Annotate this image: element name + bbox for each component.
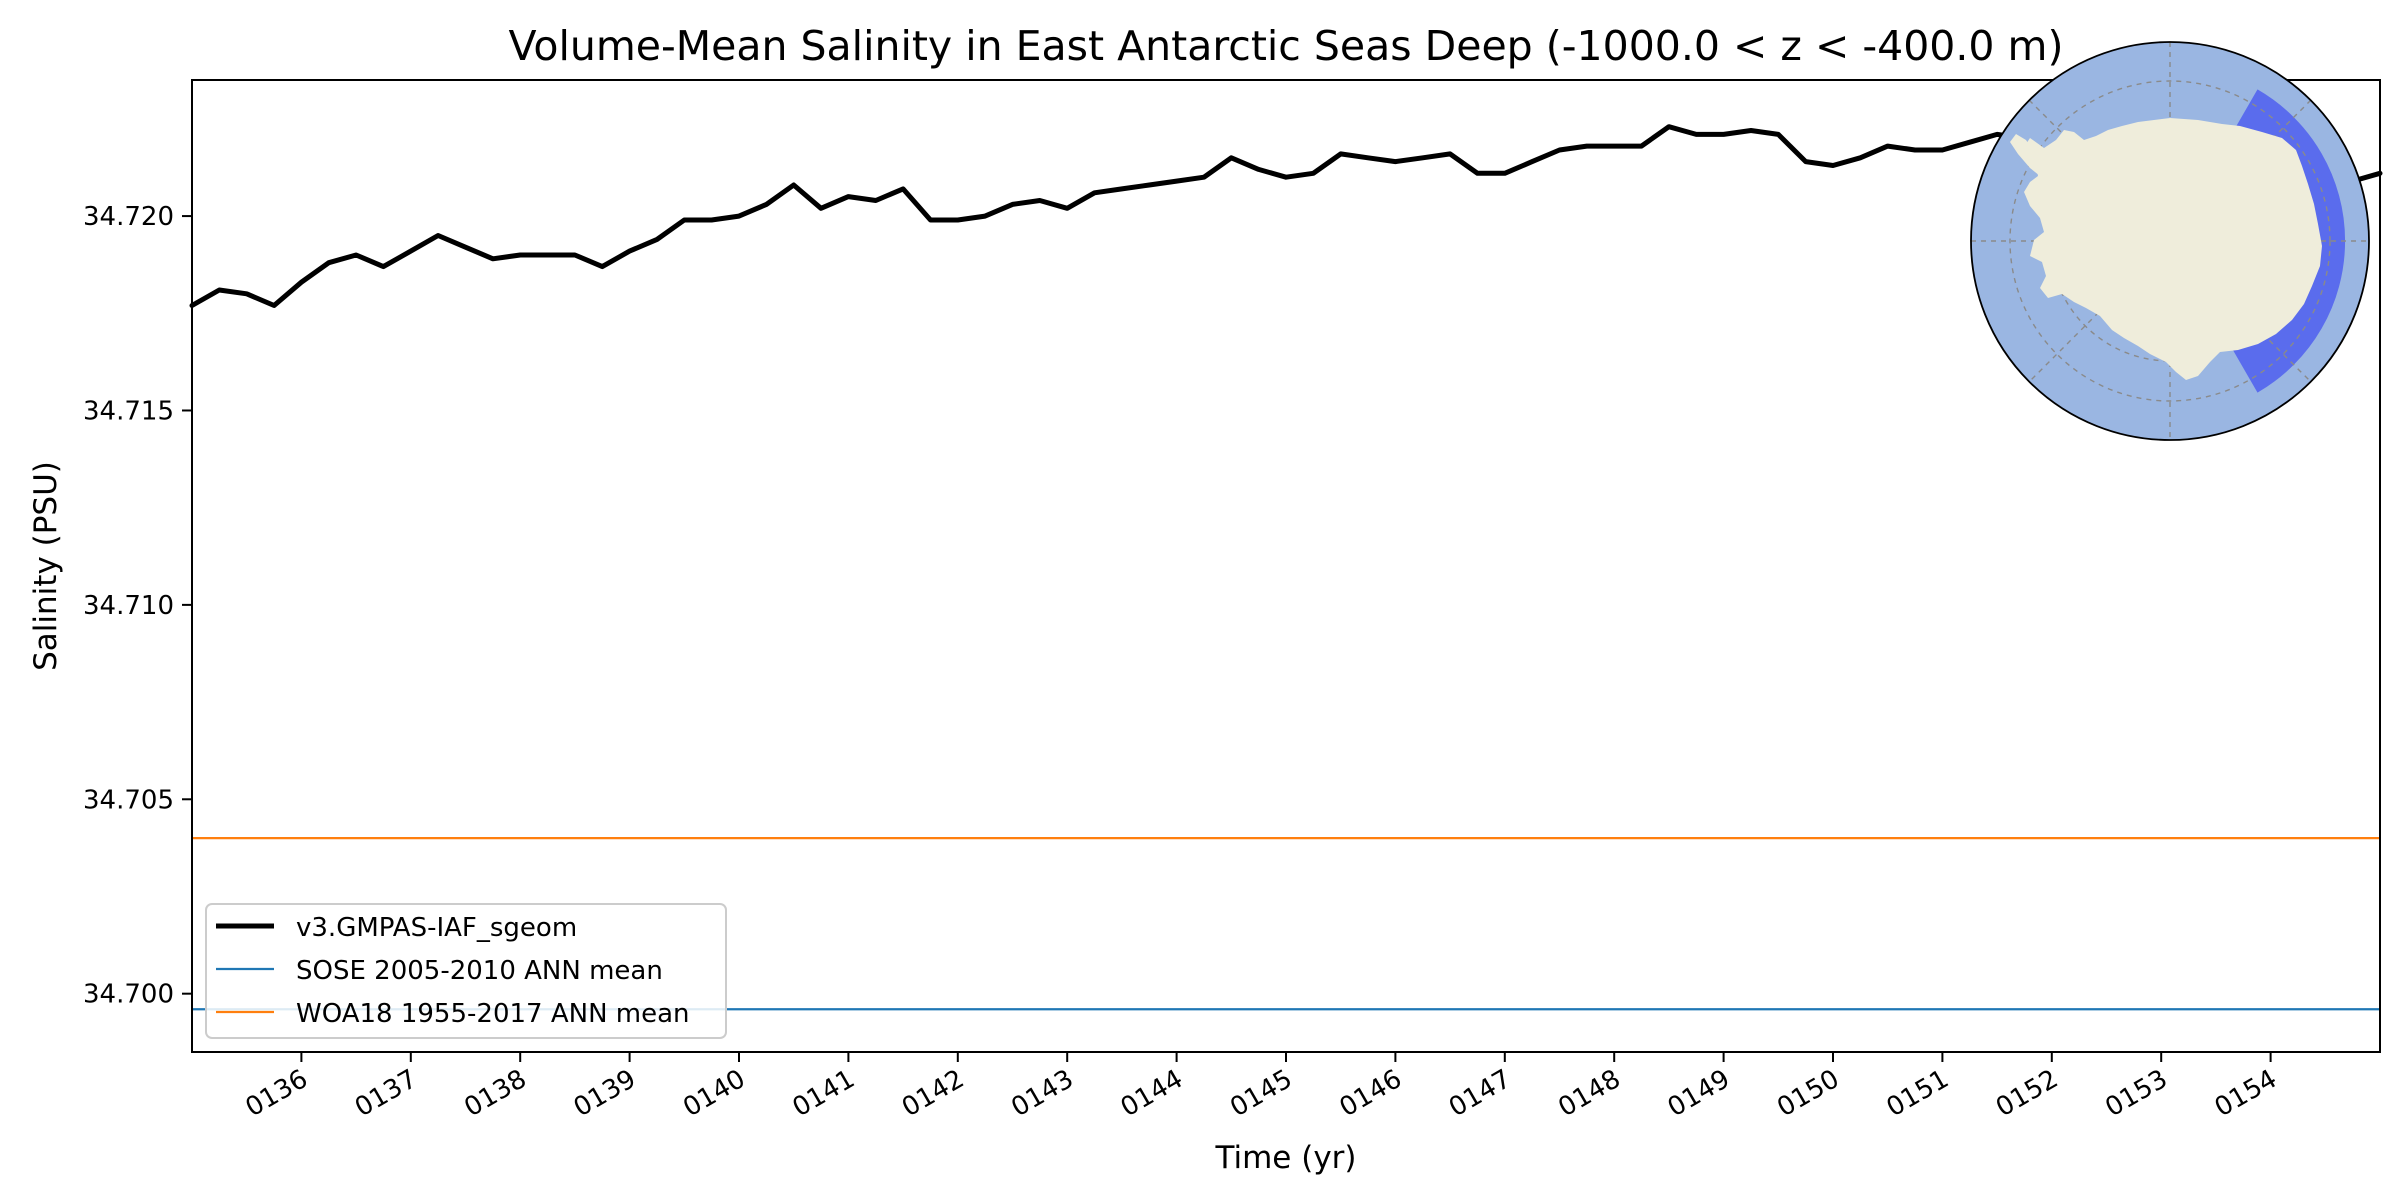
legend-box bbox=[205, 903, 727, 1039]
legend-label-sose: SOSE 2005-2010 ANN mean bbox=[296, 956, 663, 986]
y-axis-label: Salinity (PSU) bbox=[28, 461, 64, 671]
x-axis-label: Time (yr) bbox=[1215, 1140, 1357, 1176]
antarctica-landmass bbox=[2022, 118, 2322, 380]
legend: v3.GMPAS-IAF_sgeom SOSE 2005-2010 ANN me… bbox=[205, 903, 727, 1039]
y-tick-label: 34.720 bbox=[83, 202, 174, 232]
antarctic-peninsula bbox=[2010, 134, 2044, 176]
y-tick-label: 34.705 bbox=[83, 785, 174, 815]
chart-title: Volume-Mean Salinity in East Antarctic S… bbox=[509, 22, 2064, 70]
y-tick-label: 34.710 bbox=[83, 591, 174, 621]
legend-label-model: v3.GMPAS-IAF_sgeom bbox=[296, 913, 577, 943]
y-tick-label: 34.715 bbox=[83, 396, 174, 426]
antarctica-inset-map bbox=[1970, 41, 2370, 441]
plot-frame bbox=[191, 79, 2381, 1053]
y-tick-label: 34.700 bbox=[83, 980, 174, 1010]
inset-border bbox=[1970, 41, 2370, 441]
legend-label-woa18: WOA18 1955-2017 ANN mean bbox=[296, 999, 690, 1029]
y-axis-ticks: 34.700 34.705 34.710 34.715 34.720 bbox=[83, 202, 192, 1010]
